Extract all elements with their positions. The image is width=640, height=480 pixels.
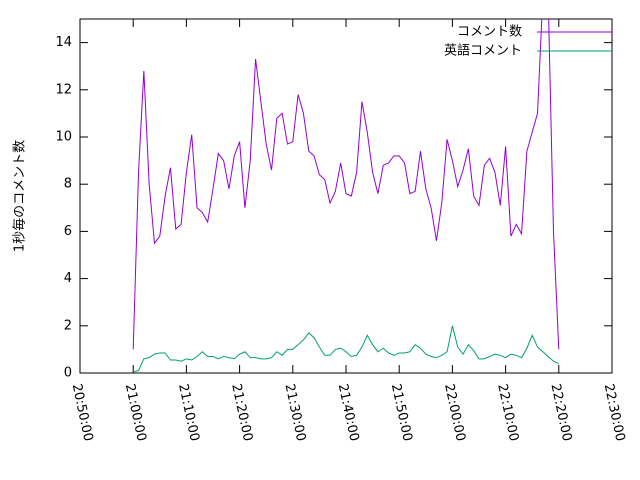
legend-label: 英語コメント [444, 43, 522, 59]
x-tick-label: 22:10:00 [494, 382, 521, 442]
y-axis-label: 1秒毎のコメント数 [12, 140, 28, 252]
x-tick-label: 22:00:00 [441, 382, 468, 442]
series-line [133, 325, 560, 373]
y-tick-label: 10 [55, 130, 72, 145]
y-tick-label: 2 [64, 318, 72, 333]
plot-frame [79, 18, 613, 374]
x-tick-label: 21:30:00 [281, 382, 308, 442]
x-tick-label: 20:50:00 [69, 382, 96, 442]
legend-label: コメント数 [457, 25, 522, 40]
x-tick-label: 21:20:00 [228, 382, 255, 442]
x-tick-label: 21:10:00 [175, 382, 202, 442]
x-tick-label: 21:00:00 [122, 382, 149, 442]
y-tick-label: 6 [64, 224, 72, 239]
y-tick-label: 4 [64, 271, 72, 286]
y-tick-label: 14 [55, 35, 72, 50]
x-tick-label: 21:40:00 [335, 382, 362, 442]
y-tick-label: 0 [64, 366, 72, 381]
x-tick-label: 21:50:00 [388, 382, 415, 442]
series-line [132, 19, 560, 350]
y-tick-label: 8 [64, 177, 72, 192]
x-tick-label: 22:20:00 [547, 382, 574, 442]
plot-lines [132, 19, 560, 373]
y-tick-label: 12 [55, 82, 72, 97]
x-tick-label: 22:30:00 [601, 382, 628, 442]
